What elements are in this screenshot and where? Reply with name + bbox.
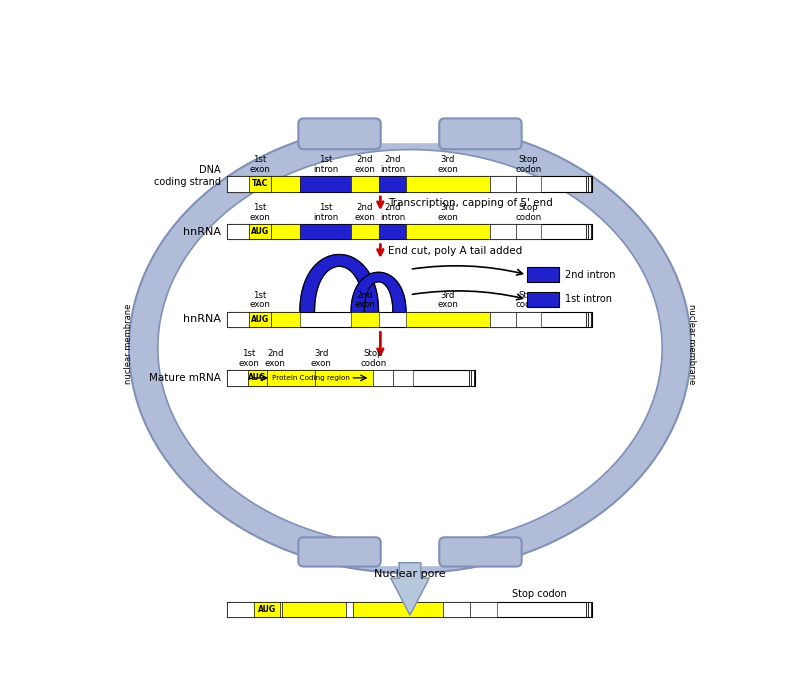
Bar — [226, 176, 249, 191]
Bar — [226, 312, 249, 327]
Bar — [351, 176, 378, 191]
Ellipse shape — [158, 149, 662, 546]
Bar — [516, 312, 542, 327]
Text: 2nd
exon: 2nd exon — [354, 290, 375, 309]
Text: Transcription, capping of 5' end: Transcription, capping of 5' end — [388, 198, 553, 209]
Bar — [516, 224, 542, 239]
Text: Stop
codon: Stop codon — [515, 203, 542, 221]
Bar — [226, 370, 475, 385]
Text: Stop codon: Stop codon — [512, 589, 567, 599]
Text: 1st
exon: 1st exon — [250, 290, 270, 309]
Bar — [249, 224, 270, 239]
Text: End cut, poly A tail added: End cut, poly A tail added — [388, 246, 522, 256]
Text: 1st
intron: 1st intron — [313, 155, 338, 174]
Text: Stop
codon: Stop codon — [515, 155, 542, 174]
Polygon shape — [351, 272, 406, 312]
Text: TAC: TAC — [251, 179, 268, 188]
Bar — [442, 602, 470, 617]
Bar — [406, 176, 490, 191]
Bar — [300, 224, 351, 239]
Text: Protein Coding region: Protein Coding region — [272, 375, 350, 381]
Text: 3rd
exon: 3rd exon — [438, 155, 458, 174]
Bar — [254, 602, 280, 617]
Text: nuclear membrane: nuclear membrane — [125, 304, 134, 384]
Bar — [248, 370, 266, 385]
Text: DNA
coding strand: DNA coding strand — [154, 165, 221, 187]
FancyBboxPatch shape — [439, 537, 522, 567]
Bar — [226, 224, 593, 239]
Text: 1st
intron: 1st intron — [313, 203, 338, 221]
Text: 1st
exon: 1st exon — [250, 155, 270, 174]
Bar — [315, 370, 374, 385]
Text: AUG: AUG — [248, 373, 266, 383]
Bar — [406, 312, 490, 327]
Bar — [270, 224, 300, 239]
Bar — [353, 602, 442, 617]
Text: AUG: AUG — [250, 227, 269, 236]
Bar — [490, 312, 516, 327]
Text: 2nd
exon: 2nd exon — [354, 155, 375, 174]
Text: 2nd
exon: 2nd exon — [354, 203, 375, 221]
Text: hnRNA: hnRNA — [182, 227, 221, 237]
Text: 2nd
intron: 2nd intron — [380, 203, 405, 221]
Bar — [527, 267, 559, 283]
Bar — [346, 602, 353, 617]
Bar — [226, 176, 593, 191]
Bar — [527, 292, 559, 307]
Bar — [516, 176, 542, 191]
Bar — [300, 176, 351, 191]
Bar — [249, 312, 270, 327]
FancyBboxPatch shape — [439, 119, 522, 149]
Text: 1st intron: 1st intron — [565, 295, 612, 304]
Text: AUG: AUG — [258, 605, 276, 614]
Text: Stop
codon: Stop codon — [360, 349, 386, 368]
Text: 1st
exon: 1st exon — [238, 349, 259, 368]
Polygon shape — [300, 255, 378, 312]
Text: 1st
exon: 1st exon — [250, 203, 270, 221]
Bar — [490, 224, 516, 239]
Text: Nuclear pore: Nuclear pore — [374, 569, 446, 579]
Bar — [282, 602, 346, 617]
Text: Stop
codon: Stop codon — [515, 290, 542, 309]
Bar — [490, 176, 516, 191]
Text: AUG: AUG — [250, 315, 269, 324]
Bar — [351, 224, 378, 239]
FancyBboxPatch shape — [298, 119, 381, 149]
Text: 2nd intron: 2nd intron — [565, 269, 615, 280]
Text: 2nd
intron: 2nd intron — [380, 155, 405, 174]
FancyBboxPatch shape — [298, 537, 381, 567]
Bar — [374, 370, 394, 385]
Polygon shape — [390, 563, 430, 615]
Bar — [226, 602, 254, 617]
Bar — [378, 224, 406, 239]
Bar — [406, 224, 490, 239]
Ellipse shape — [129, 123, 691, 573]
Bar — [266, 370, 315, 385]
Text: 3rd
exon: 3rd exon — [311, 349, 332, 368]
Bar — [226, 370, 248, 385]
Text: nuclear membrane: nuclear membrane — [686, 304, 695, 384]
Bar — [394, 370, 414, 385]
Text: 2nd
exon: 2nd exon — [265, 349, 286, 368]
Bar — [270, 312, 300, 327]
Text: 3rd
exon: 3rd exon — [438, 203, 458, 221]
Bar — [226, 224, 249, 239]
Bar — [226, 602, 593, 617]
Bar — [378, 176, 406, 191]
Text: Mature mRNA: Mature mRNA — [149, 373, 221, 383]
Bar — [249, 176, 270, 191]
Bar — [270, 176, 300, 191]
Text: 3rd
exon: 3rd exon — [438, 290, 458, 309]
Bar — [351, 312, 378, 327]
Bar — [280, 602, 282, 617]
Text: hnRNA: hnRNA — [182, 314, 221, 325]
Bar — [470, 602, 498, 617]
Bar — [226, 312, 593, 327]
